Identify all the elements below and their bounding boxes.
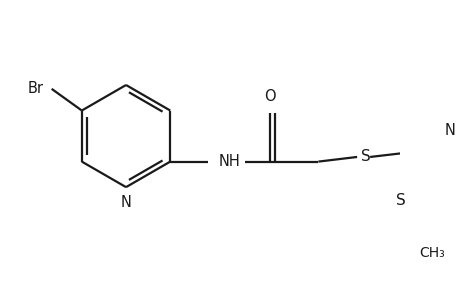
Text: N: N [443,123,454,138]
Text: N: N [120,196,131,211]
Text: S: S [396,193,405,208]
Text: Br: Br [27,81,43,96]
Text: S: S [360,148,369,164]
Text: O: O [263,89,275,104]
Text: CH₃: CH₃ [419,246,444,260]
Text: NH: NH [218,154,240,169]
